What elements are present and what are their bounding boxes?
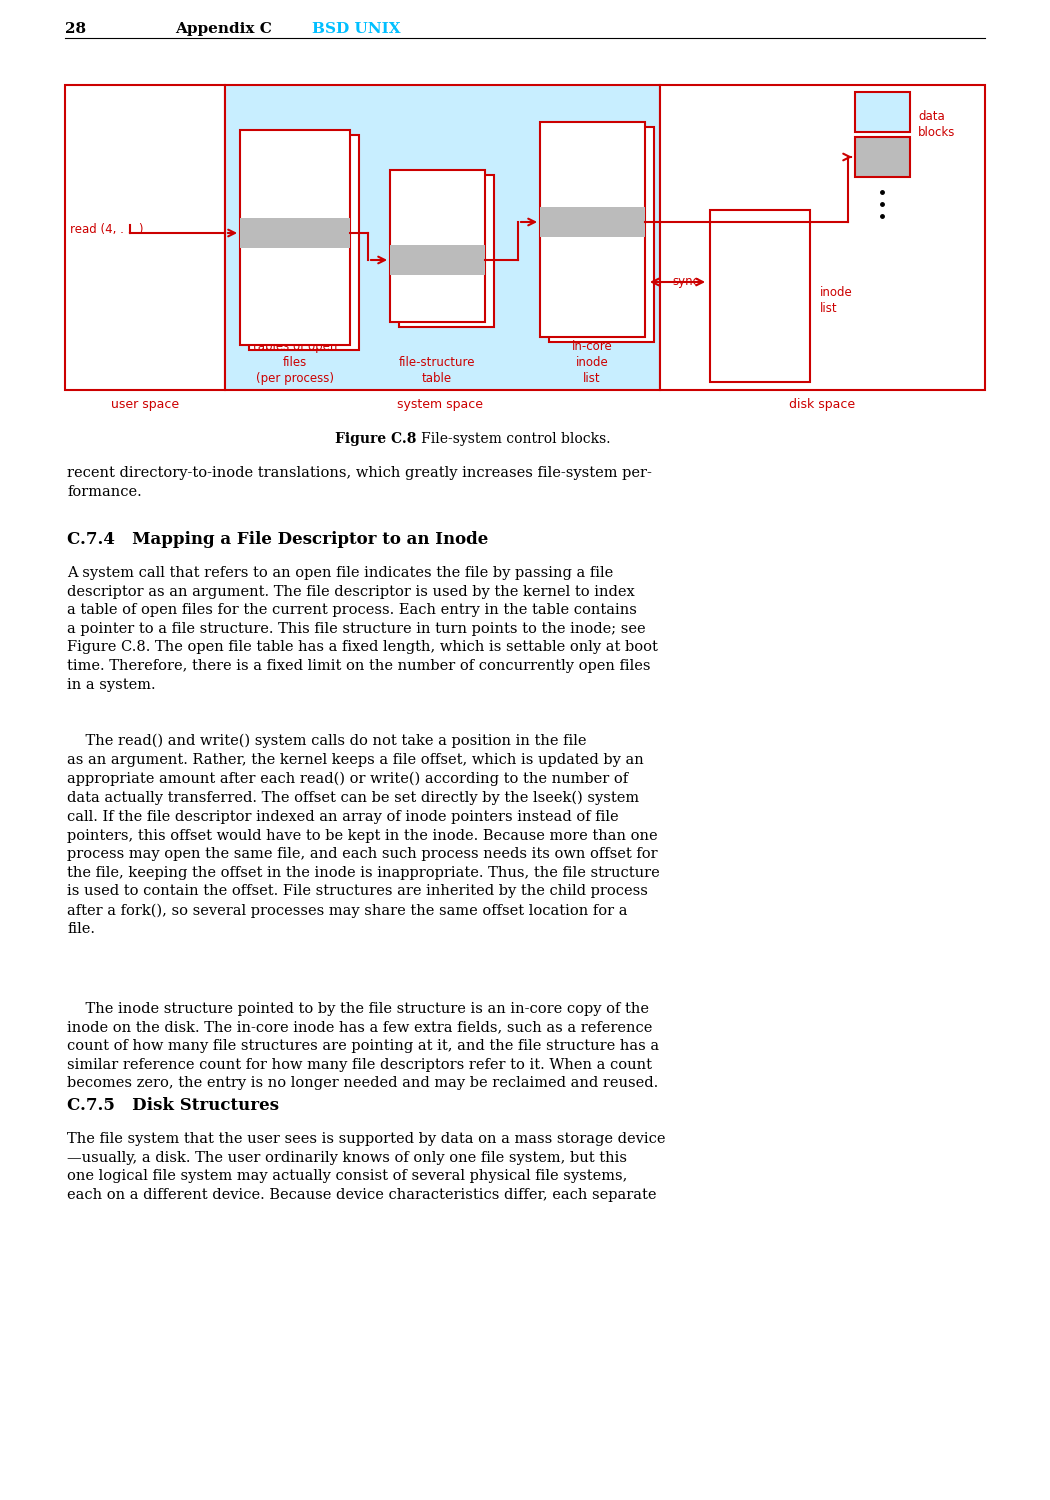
Bar (225, 86, 660, 390)
Text: C.7.5   Disk Structures: C.7.5 Disk Structures (67, 1096, 279, 1114)
Bar (399, 176, 494, 327)
Text: in-core
inode
list: in-core inode list (571, 340, 612, 386)
Bar (540, 207, 645, 237)
Text: file-structure
table: file-structure table (399, 356, 476, 386)
Bar (390, 170, 485, 322)
Text: The read() and write() system calls do not take a position in the file
as an arg: The read() and write() system calls do n… (67, 734, 659, 936)
Text: The file system that the user sees is supported by data on a mass storage device: The file system that the user sees is su… (67, 1132, 666, 1202)
Text: The inode structure pointed to by the file structure is an in-core copy of the
i: The inode structure pointed to by the fi… (67, 1002, 659, 1090)
Bar (240, 217, 350, 248)
Text: read (4, . . .): read (4, . . .) (70, 224, 144, 237)
Text: inode
list: inode list (820, 285, 853, 315)
Text: disk space: disk space (789, 398, 855, 411)
Text: Figure C.8: Figure C.8 (335, 432, 417, 445)
Text: system space: system space (397, 398, 483, 411)
Bar (855, 136, 910, 177)
Text: C.7.4   Mapping a File Descriptor to an Inode: C.7.4 Mapping a File Descriptor to an In… (67, 531, 488, 548)
Bar (249, 135, 359, 350)
Text: user space: user space (111, 398, 180, 411)
Bar (549, 128, 654, 342)
Bar (710, 210, 810, 382)
Text: data
blocks: data blocks (918, 111, 956, 140)
Text: Appendix C: Appendix C (175, 22, 272, 36)
Text: recent directory-to-inode translations, which greatly increases file-system per-: recent directory-to-inode translations, … (67, 466, 652, 498)
Text: 28: 28 (65, 22, 86, 36)
Bar (855, 92, 910, 132)
Text: A system call that refers to an open file indicates the file by passing a file
d: A system call that refers to an open fil… (67, 566, 658, 692)
Bar (390, 244, 485, 274)
Text: BSD UNIX: BSD UNIX (312, 22, 401, 36)
Bar (540, 122, 645, 338)
Text: tables of open
files
(per process): tables of open files (per process) (253, 340, 337, 386)
Text: File-system control blocks.: File-system control blocks. (408, 432, 610, 445)
Text: sync: sync (672, 276, 699, 288)
Bar (65, 86, 225, 390)
Bar (660, 86, 985, 390)
Bar (240, 130, 350, 345)
